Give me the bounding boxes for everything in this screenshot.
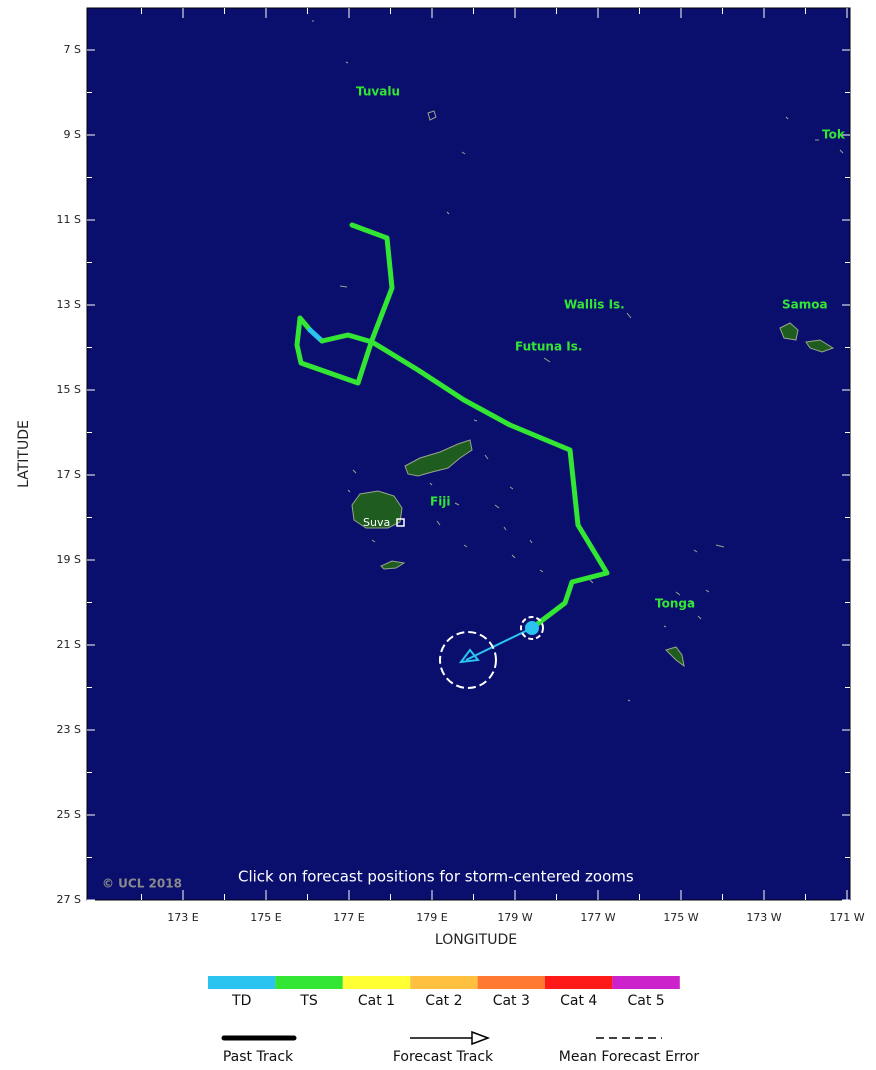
track-segment <box>307 327 325 344</box>
island-upolu <box>805 339 835 353</box>
track-segment <box>294 222 395 386</box>
legend-label: TD <box>231 993 251 1009</box>
y-tick-label: 25 S <box>57 808 81 821</box>
legend-label: Past Track <box>223 1049 294 1065</box>
x-tick-label: 177 E <box>333 911 364 924</box>
forecast-error-circle <box>520 616 544 640</box>
y-tick-label: 23 S <box>57 723 81 736</box>
y-tick-label: 17 S <box>57 468 81 481</box>
legend-label: Cat 5 <box>627 993 664 1009</box>
y-tick-label: 19 S <box>57 553 81 566</box>
intensity-legend: TD TS Cat 1 Cat 2 Cat 3 Cat 4 Cat 5 <box>208 976 680 1009</box>
legend-swatch <box>208 976 276 989</box>
island-viti-levu <box>351 490 403 529</box>
x-tick-label: 173 E <box>167 911 198 924</box>
y-tick-label: 21 S <box>57 638 81 651</box>
legend-swatch <box>545 976 613 989</box>
place-label: Tonga <box>655 597 695 611</box>
x-tick-label: 175 W <box>663 911 698 924</box>
place-label: Wallis Is. <box>564 298 625 312</box>
x-tick-label: 179 W <box>497 911 532 924</box>
island-vanua-levu <box>404 439 473 477</box>
track-legend: Past Track Forecast Track Mean Forecast … <box>221 1030 700 1065</box>
x-axis-label: LONGITUDE <box>435 932 517 948</box>
legend-label: Cat 1 <box>358 993 395 1009</box>
islets <box>312 20 844 702</box>
axis-ticks: 7 S 9 S 11 S 13 S 15 S 17 S 19 S 21 S 23 S 25 S 27… <box>57 8 865 924</box>
map-area <box>86 7 851 901</box>
place-label: Tuvalu <box>356 85 400 99</box>
legend-label: Cat 2 <box>425 993 462 1009</box>
y-tick-label: 13 S <box>57 298 81 311</box>
place-label: Suva <box>363 516 390 529</box>
place-label: Fiji <box>430 495 451 509</box>
legend-swatch <box>275 976 343 989</box>
caption: Click on forecast positions for storm-ce… <box>238 868 634 886</box>
x-tick-label: 173 W <box>746 911 781 924</box>
y-tick-label: 7 S <box>64 43 81 56</box>
legend-swatch <box>477 976 545 989</box>
copyright: © UCL 2018 <box>102 877 182 891</box>
x-tick-label: 177 W <box>580 911 615 924</box>
legend-swatch <box>342 976 411 989</box>
x-tick-label: 171 W <box>829 911 864 924</box>
y-tick-label: 27 S <box>57 893 81 906</box>
forecast-error-circle <box>439 631 497 689</box>
forecast-track <box>439 616 544 689</box>
legend-label: Cat 4 <box>560 993 597 1009</box>
forecast-line <box>465 627 533 661</box>
legend-label: Cat 3 <box>493 993 530 1009</box>
island-tongatapu <box>665 646 685 668</box>
island-savaii <box>779 322 799 341</box>
x-tick-label: 175 E <box>250 911 281 924</box>
legend-label: TS <box>299 993 318 1009</box>
islands <box>312 20 844 702</box>
y-tick-label: 15 S <box>57 383 81 396</box>
past-track <box>294 222 610 631</box>
place-label: Tok <box>822 128 846 142</box>
legend-label: Mean Forecast Error <box>559 1049 700 1065</box>
y-tick-label: 9 S <box>64 128 81 141</box>
forecast-position[interactable] <box>525 621 539 635</box>
island-kadavu <box>380 560 406 570</box>
x-tick-label: 179 E <box>416 911 447 924</box>
place-label: Futuna Is. <box>515 340 582 354</box>
forecast-position[interactable] <box>458 648 480 664</box>
suva-marker <box>396 518 405 527</box>
forecast-arrow <box>471 1030 491 1046</box>
legend-swatch <box>410 976 478 989</box>
track-segment <box>319 332 610 631</box>
y-tick-label: 11 S <box>57 213 81 226</box>
y-axis-label: LATITUDE <box>16 420 32 488</box>
legend-label: Forecast Track <box>393 1049 494 1065</box>
place-label: Samoa <box>782 298 828 312</box>
legend-swatch <box>612 976 680 989</box>
